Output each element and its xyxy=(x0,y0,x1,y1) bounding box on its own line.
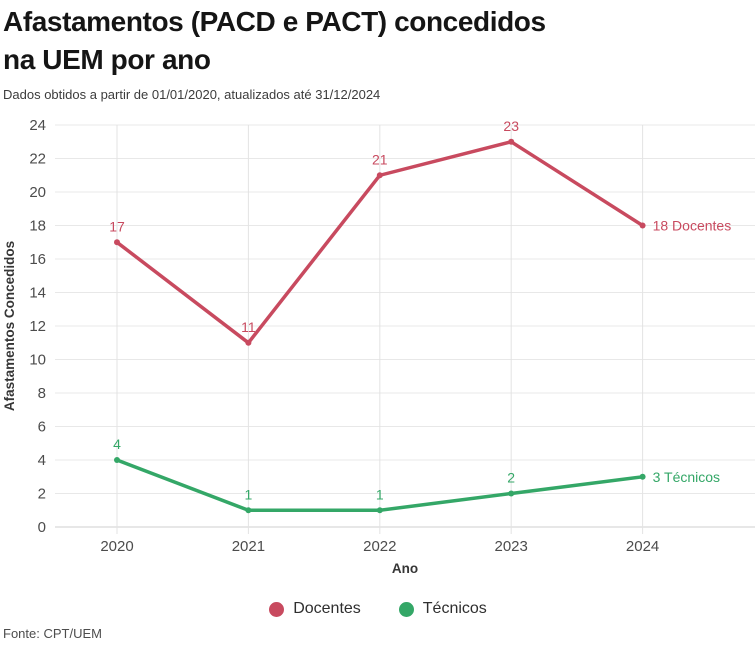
page-subtitle: Dados obtidos a partir de 01/01/2020, at… xyxy=(3,87,381,102)
source-note: Fonte: CPT/UEM xyxy=(3,626,102,641)
legend-label-docentes: Docentes xyxy=(293,600,361,617)
data-point-docentes-2021[interactable] xyxy=(245,339,252,346)
data-label-docentes-2020: 17 xyxy=(109,218,125,234)
legend-item-tecnicos: Técnicos xyxy=(398,600,487,618)
y-axis-tick-22: 22 xyxy=(29,151,46,168)
data-point-tecnicos-2023[interactable] xyxy=(508,490,515,497)
data-point-docentes-2024[interactable] xyxy=(639,222,646,229)
legend-dot-icon-docentes xyxy=(269,601,285,617)
data-label-docentes-2021: 11 xyxy=(241,319,256,335)
data-label-tecnicos-2021: 1 xyxy=(245,486,253,502)
y-axis-tick-12: 12 xyxy=(29,318,46,335)
y-axis-tick-18: 18 xyxy=(29,218,46,235)
data-label-docentes-2022: 21 xyxy=(372,151,388,167)
data-label-tecnicos-2020: 4 xyxy=(113,436,121,452)
y-axis-tick-24: 24 xyxy=(29,117,46,134)
data-label-docentes-2023: 23 xyxy=(503,118,519,134)
x-axis-tick-2020: 2020 xyxy=(100,538,133,555)
data-point-tecnicos-2020[interactable] xyxy=(114,457,120,463)
data-label-tecnicos-2022: 1 xyxy=(376,486,384,502)
y-axis-tick-4: 4 xyxy=(38,452,46,469)
y-axis-tick-0: 0 xyxy=(38,519,46,536)
x-axis-tick-2021: 2021 xyxy=(232,538,265,555)
data-label-tecnicos-2023: 2 xyxy=(507,470,515,486)
legend-label-tecnicos: Técnicos xyxy=(422,600,487,617)
y-axis-tick-14: 14 xyxy=(29,285,46,302)
y-axis-tick-2: 2 xyxy=(38,486,46,503)
legend-item-docentes: Docentes xyxy=(269,600,361,618)
x-axis-tick-2022: 2022 xyxy=(363,538,396,555)
chart-header: Afastamentos (PACD e PACT) concedidos na… xyxy=(0,0,756,106)
data-point-tecnicos-2022[interactable] xyxy=(376,507,383,514)
y-axis-title: Afastamentos Concedidos xyxy=(2,241,17,411)
data-point-docentes-2020[interactable] xyxy=(114,239,120,246)
data-point-tecnicos-2021[interactable] xyxy=(245,507,252,514)
legend-dot-icon-tecnicos xyxy=(398,601,414,617)
data-point-docentes-2022[interactable] xyxy=(376,172,383,179)
data-point-tecnicos-2024[interactable] xyxy=(639,473,646,480)
y-axis-tick-8: 8 xyxy=(38,385,46,402)
y-axis-tick-10: 10 xyxy=(29,352,46,369)
x-axis-tick-2023: 2023 xyxy=(495,538,528,555)
x-axis-tick-2024: 2024 xyxy=(626,538,659,555)
page-title: Afastamentos (PACD e PACT) concedidos na… xyxy=(3,6,546,75)
y-axis-tick-6: 6 xyxy=(38,419,46,436)
data-point-docentes-2023[interactable] xyxy=(508,138,515,145)
y-axis-tick-20: 20 xyxy=(29,184,46,201)
end-label-docentes: 18 Docentes xyxy=(653,218,732,234)
x-axis-title: Ano xyxy=(392,561,418,576)
end-label-tecnicos: 3 Técnicos xyxy=(653,469,720,485)
y-axis-tick-16: 16 xyxy=(29,251,46,268)
legend: Docentes Técnicos xyxy=(0,597,756,621)
